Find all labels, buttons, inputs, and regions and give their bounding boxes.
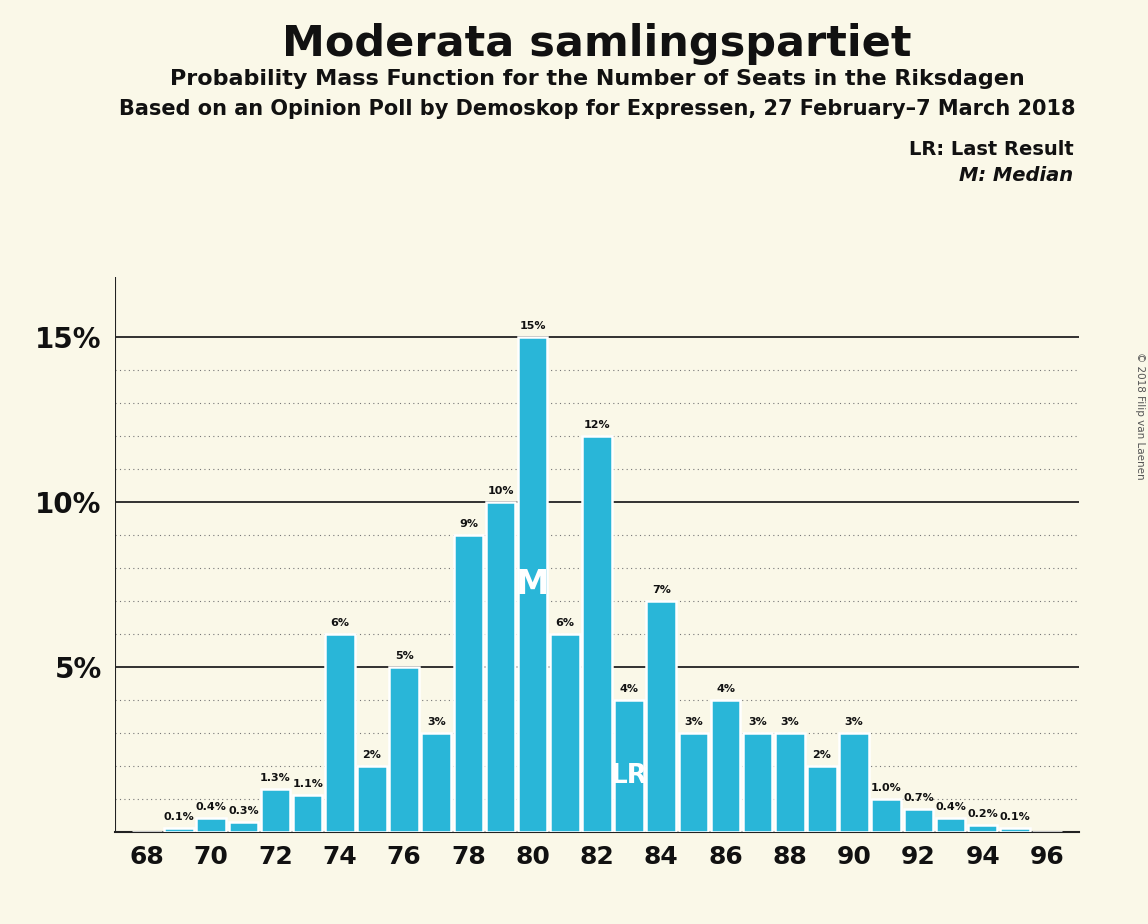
Text: 7%: 7% [652, 585, 670, 595]
Bar [164, 828, 194, 832]
Text: LR: LR [611, 763, 647, 789]
Bar [325, 634, 355, 832]
Bar [903, 808, 933, 832]
Text: 15%: 15% [519, 321, 546, 331]
Text: Probability Mass Function for the Number of Seats in the Riksdagen: Probability Mass Function for the Number… [170, 69, 1024, 90]
Bar [614, 699, 644, 832]
Bar [453, 535, 483, 832]
Bar [228, 821, 258, 832]
Bar [871, 798, 901, 832]
Text: 0.1%: 0.1% [164, 812, 194, 822]
Bar [646, 601, 676, 832]
Text: 1.1%: 1.1% [293, 779, 323, 789]
Bar [582, 435, 612, 832]
Text: 10%: 10% [487, 486, 514, 495]
Text: 0.4%: 0.4% [936, 802, 965, 812]
Bar [968, 825, 998, 832]
Text: Moderata samlingspartiet: Moderata samlingspartiet [282, 23, 912, 65]
Text: 3%: 3% [845, 717, 863, 726]
Text: 6%: 6% [556, 617, 574, 627]
Text: 2%: 2% [813, 749, 831, 760]
Bar [678, 733, 708, 832]
Text: 3%: 3% [748, 717, 767, 726]
Bar [743, 733, 773, 832]
Bar [518, 336, 548, 832]
Text: 2%: 2% [363, 749, 381, 760]
Bar [421, 733, 451, 832]
Text: 0.7%: 0.7% [903, 793, 933, 803]
Text: 1.3%: 1.3% [261, 772, 290, 783]
Text: 0.4%: 0.4% [196, 802, 226, 812]
Bar [775, 733, 805, 832]
Bar [839, 733, 869, 832]
Text: 3%: 3% [684, 717, 703, 726]
Bar [711, 699, 740, 832]
Text: © 2018 Filip van Laenen: © 2018 Filip van Laenen [1135, 352, 1145, 480]
Text: 3%: 3% [427, 717, 445, 726]
Text: 5%: 5% [395, 650, 413, 661]
Text: Based on an Opinion Poll by Demoskop for Expressen, 27 February–7 March 2018: Based on an Opinion Poll by Demoskop for… [118, 99, 1076, 119]
Bar [1000, 828, 1030, 832]
Text: 3%: 3% [781, 717, 799, 726]
Bar [486, 502, 515, 832]
Text: LR: Last Result: LR: Last Result [908, 140, 1073, 160]
Text: 1.0%: 1.0% [871, 783, 901, 793]
Text: 0.3%: 0.3% [228, 806, 258, 816]
Bar [807, 766, 837, 832]
Text: M: M [517, 567, 549, 601]
Bar [389, 666, 419, 832]
Text: 9%: 9% [459, 518, 478, 529]
Text: 0.2%: 0.2% [968, 809, 998, 819]
Text: M: Median: M: Median [960, 166, 1073, 186]
Bar [196, 819, 226, 832]
Text: 6%: 6% [331, 617, 349, 627]
Text: 4%: 4% [716, 684, 735, 694]
Bar [936, 819, 965, 832]
Text: 12%: 12% [583, 419, 611, 430]
Bar [550, 634, 580, 832]
Text: 4%: 4% [620, 684, 638, 694]
Bar [261, 789, 290, 832]
Bar [293, 796, 323, 832]
Bar [357, 766, 387, 832]
Text: 0.1%: 0.1% [1000, 812, 1030, 822]
